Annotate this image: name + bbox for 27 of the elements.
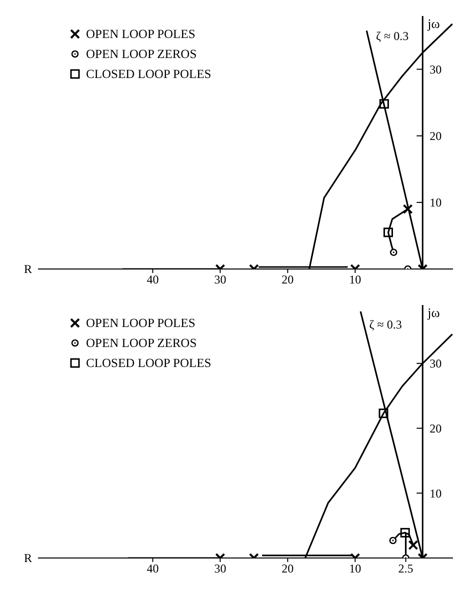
x-tick-label: 40 — [146, 562, 159, 576]
legend-label: OPEN LOOP ZEROS — [86, 46, 197, 62]
x-tick-label: 30 — [214, 272, 226, 287]
annotation: ζ ≈ 0.3 — [369, 318, 402, 332]
y-tick-label: 20 — [430, 129, 442, 144]
legend-label: OPEN LOOP POLES — [86, 316, 196, 330]
y-tick-label: 10 — [430, 486, 442, 500]
annotation: ζ ≈ 0.3 — [376, 29, 409, 44]
y-axis-title: jω — [426, 16, 440, 31]
y-tick-label: 30 — [430, 62, 442, 76]
x-tick-label: 20 — [282, 562, 294, 576]
x-tick-label: 40 — [146, 272, 159, 287]
x-tick-label: 20 — [282, 272, 294, 287]
x-tick-label: 30 — [214, 562, 226, 576]
y-tick-label: 10 — [430, 196, 442, 210]
x-tick-label: 10 — [349, 562, 362, 576]
legend-label: OPEN LOOP ZEROS — [86, 336, 197, 350]
y-tick-label: 20 — [430, 421, 442, 436]
x-tick-label: 10 — [349, 272, 362, 287]
legend-label: CLOSED LOOP POLES — [86, 356, 212, 370]
y-tick-label: 30 — [430, 356, 442, 371]
x-tick-label: 2.5 — [398, 562, 414, 576]
legend-label: OPEN LOOP POLES — [86, 26, 196, 42]
y-axis-title: jω — [426, 305, 440, 320]
legend-label: CLOSED LOOP POLES — [86, 66, 212, 82]
x-axis-title: R — [24, 262, 32, 276]
x-axis-title: R — [24, 551, 32, 566]
